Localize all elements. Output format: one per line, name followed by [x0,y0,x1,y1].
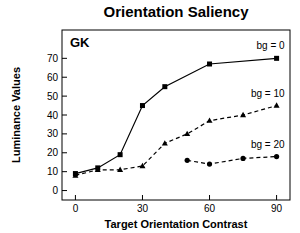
title: Orientation Saliency [103,3,249,20]
chart: Orientation Saliency GK 0 10 20 30 40 50 60 70 0 30… [0,0,300,233]
data-point [274,154,279,159]
y-tick [62,190,67,191]
y-tick-label: 10 [47,166,59,177]
data-point [207,117,213,122]
series-label: bg = 0 [256,40,285,51]
data-point [72,172,78,177]
y-tick [62,77,67,78]
x-tick [142,195,143,200]
series-label: bg = 10 [251,88,285,99]
data-point [118,152,123,157]
chart-root: Orientation Saliency GK 0 10 20 30 40 50 60 70 0 30… [0,0,300,233]
series-label: bg = 20 [251,139,285,150]
x-tick [276,195,277,200]
data-point [95,167,101,172]
y-tick [62,96,67,97]
data-point [240,156,245,161]
data-point [184,131,190,136]
data-point [139,163,145,168]
y-tick-label: 40 [47,110,59,121]
y-tick-label: 30 [47,128,59,139]
series-line [75,106,276,176]
x-tick-label: 90 [271,203,283,214]
data-point [185,158,190,163]
data-point [240,112,246,117]
annotation: GK [70,35,90,50]
series-line [75,58,276,173]
data-point [207,162,212,167]
data-point [140,103,145,108]
x-tick [209,195,210,200]
data-point [117,167,123,172]
x-tick-label: 30 [137,203,149,214]
plot-frame [62,30,290,200]
data-point [207,62,212,67]
y-tick-label: 0 [52,185,58,196]
x-tick-label: 60 [204,203,216,214]
data-point [162,140,168,145]
y-tick [62,171,67,172]
y-axis-label: Luminance Values [10,67,22,163]
y-tick [62,133,67,134]
y-tick [62,152,67,153]
x-tick-label: 0 [73,203,79,214]
series-line [187,157,276,165]
y-tick-label: 50 [47,91,59,102]
y-tick-label: 60 [47,72,59,83]
plot-data [72,56,279,178]
data-point [162,84,167,89]
y-tick-label: 20 [47,147,59,158]
y-tick [62,115,67,116]
data-point [274,102,280,107]
x-tick [75,195,76,200]
y-tick-label: 70 [47,53,59,64]
y-tick [62,58,67,59]
x-axis-label: Target Orientation Contrast [105,218,248,230]
data-point [274,56,279,61]
